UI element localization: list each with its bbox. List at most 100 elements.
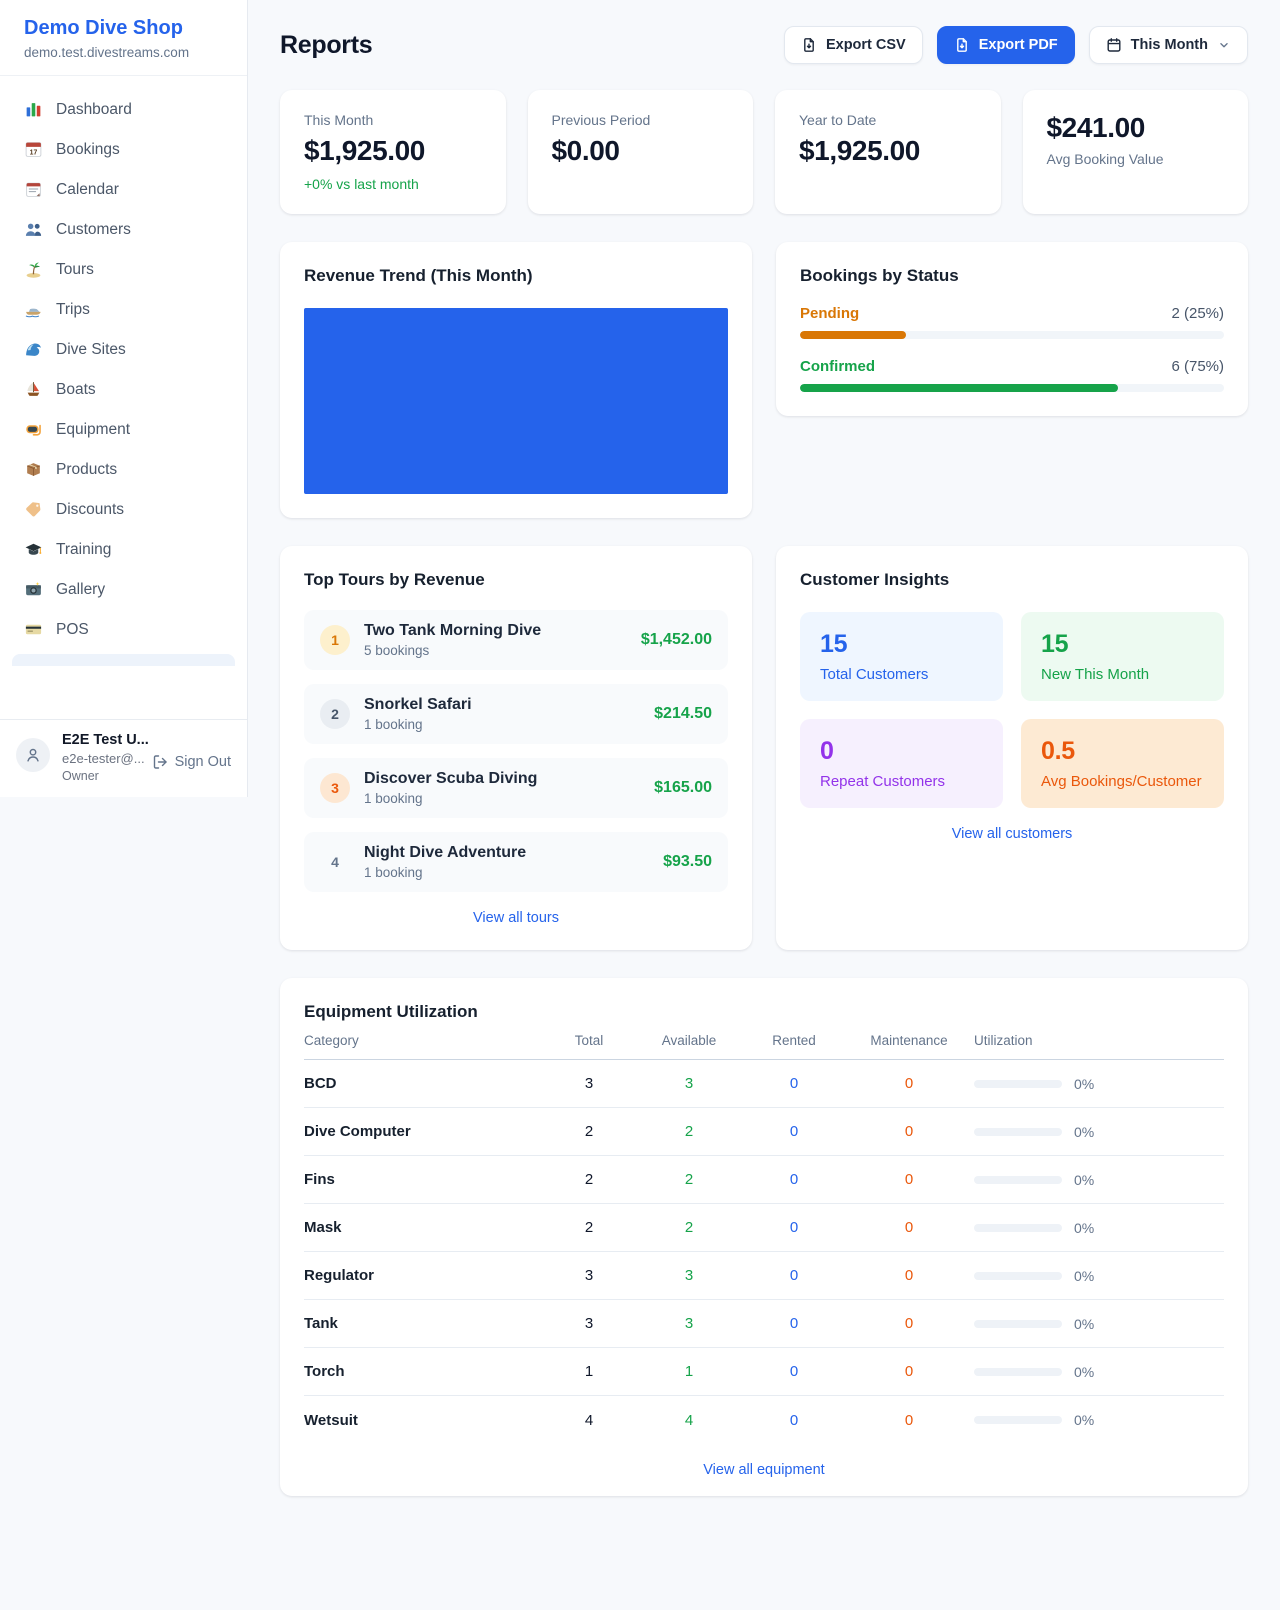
sidebar-item-tours[interactable]: Tours bbox=[12, 251, 235, 288]
chevron-down-icon bbox=[1217, 38, 1231, 52]
sidebar-item-equipment[interactable]: Equipment bbox=[12, 411, 235, 448]
equipment-table: Category Total Available Rented Maintenance U… bbox=[304, 1022, 1224, 1444]
tour-name: Discover Scuba Diving bbox=[364, 770, 538, 787]
brand-name[interactable]: Demo Dive Shop bbox=[24, 17, 183, 39]
sidebar-item-label: Tours bbox=[56, 260, 94, 278]
equipment-maintenance: 0 bbox=[904, 1315, 914, 1332]
sidebar-item-pos[interactable]: POS bbox=[12, 611, 235, 648]
sidebar-item-trips[interactable]: Trips bbox=[12, 291, 235, 328]
stat-card: Previous Period $0.00 bbox=[527, 90, 753, 214]
equipment-row: Wetsuit 4 4 0 0 0% bbox=[304, 1396, 1224, 1444]
tour-list: 1 Two Tank Morning Dive 5 bookings $1,452.0… bbox=[304, 610, 728, 892]
view-all-equipment-link[interactable]: View all equipment bbox=[703, 1462, 825, 1478]
tour-bookings-count: 1 booking bbox=[364, 717, 423, 732]
equipment-column-header: Total bbox=[574, 1033, 604, 1048]
stat-card: This Month $1,925.00 +0% vs last month bbox=[280, 90, 506, 214]
insight-tile: 0.5 Avg Bookings/Customer bbox=[1021, 719, 1224, 808]
equipment-column-header: Available bbox=[661, 1033, 717, 1048]
sidebar-item-gallery[interactable]: Gallery bbox=[12, 571, 235, 608]
calendar-icon bbox=[24, 180, 43, 199]
export-csv-button[interactable]: Export CSV bbox=[783, 26, 923, 64]
bookings-by-status-title: Bookings by Status bbox=[800, 266, 959, 285]
tour-row: 4 Night Dive Adventure 1 booking $93.50 bbox=[304, 832, 728, 892]
equipment-rented: 0 bbox=[789, 1363, 799, 1380]
sidebar-item-calendar[interactable]: Calendar bbox=[12, 171, 235, 208]
export-pdf-button[interactable]: Export PDF bbox=[936, 26, 1075, 64]
sidebar-item-discounts[interactable]: Discounts bbox=[12, 491, 235, 528]
equipment-row: Torch 1 1 0 0 0% bbox=[304, 1348, 1224, 1396]
view-all-customers-link[interactable]: View all customers bbox=[951, 826, 1073, 842]
sidebar-item-dive-sites[interactable]: Dive Sites bbox=[12, 331, 235, 368]
equipment-utilization: 0% bbox=[974, 1268, 1224, 1284]
customer-insights-title: Customer Insights bbox=[800, 570, 950, 589]
sidebar-item-dashboard[interactable]: Dashboard bbox=[12, 91, 235, 128]
equipment-total: 1 bbox=[584, 1363, 594, 1380]
pos-icon bbox=[24, 620, 43, 639]
user-meta: E2E Test U... e2e-tester@... Owner bbox=[62, 732, 149, 783]
equipment-row: Fins 2 2 0 0 0% bbox=[304, 1156, 1224, 1204]
tour-info: Night Dive Adventure 1 booking bbox=[364, 844, 649, 880]
equipment-table-header: Category Total Available Rented Maintenance U… bbox=[304, 1022, 1224, 1060]
tour-bookings-count: 5 bookings bbox=[364, 643, 430, 658]
sidebar-item-label: Gallery bbox=[56, 580, 106, 598]
tour-rank-badge: 1 bbox=[320, 625, 350, 655]
sidebar-item-bookings[interactable]: 17 Bookings bbox=[12, 131, 235, 168]
utilization-track bbox=[974, 1175, 1062, 1184]
equipment-row: Regulator 3 3 0 0 0% bbox=[304, 1252, 1224, 1300]
utilization-track bbox=[974, 1416, 1062, 1424]
equipment-maintenance: 0 bbox=[904, 1411, 914, 1429]
insights-row: Top Tours by Revenue 1 Two Tank Morning D… bbox=[280, 546, 1248, 950]
equipment-available: 4 bbox=[684, 1411, 694, 1429]
sidebar-item-label: Bookings bbox=[56, 140, 120, 158]
sidebar: Demo Dive Shop demo.test.divestreams.com… bbox=[0, 0, 248, 797]
equipment-available: 3 bbox=[684, 1267, 694, 1284]
equipment-row: Tank 3 3 0 0 0% bbox=[304, 1300, 1224, 1348]
status-row-confirmed: Confirmed 6 (75%) bbox=[800, 358, 1224, 392]
equipment-category: Mask bbox=[304, 1219, 342, 1236]
equipment-total: 3 bbox=[584, 1315, 594, 1332]
sidebar-item-reports-active-partial[interactable] bbox=[12, 654, 235, 666]
top-tours-title: Top Tours by Revenue bbox=[304, 570, 485, 589]
tour-revenue: $93.50 bbox=[663, 853, 712, 870]
view-all-tours-link[interactable]: View all tours bbox=[473, 910, 559, 926]
tour-info: Two Tank Morning Dive 5 bookings bbox=[364, 622, 627, 658]
stat-card: Year to Date $1,925.00 bbox=[775, 90, 1001, 214]
tour-name: Snorkel Safari bbox=[364, 696, 472, 713]
sign-out-button[interactable]: Sign Out bbox=[152, 754, 231, 770]
stat-value: $1,925.00 bbox=[304, 135, 425, 166]
equipment-total: 2 bbox=[584, 1171, 594, 1188]
training-icon bbox=[24, 540, 43, 559]
sidebar-item-customers[interactable]: Customers bbox=[12, 211, 235, 248]
sidebar-item-label: Equipment bbox=[56, 420, 131, 438]
equipment-utilization-title: Equipment Utilization bbox=[304, 1002, 478, 1021]
equipment-category: Dive Computer bbox=[304, 1123, 411, 1140]
equipment-utilization-card: Equipment Utilization Category Total Avail… bbox=[280, 978, 1248, 1496]
equipment-available: 2 bbox=[684, 1219, 694, 1236]
dashboard-icon bbox=[24, 100, 43, 119]
bookings-icon: 17 bbox=[24, 140, 43, 159]
sidebar-item-products[interactable]: Products bbox=[12, 451, 235, 488]
equipment-category: Wetsuit bbox=[304, 1411, 358, 1429]
period-dropdown[interactable]: This Month bbox=[1088, 26, 1248, 64]
equipment-utilization: 0% bbox=[974, 1124, 1224, 1140]
equipment-rented: 0 bbox=[789, 1123, 799, 1140]
sidebar-item-training[interactable]: Training bbox=[12, 531, 235, 568]
insight-value: 15 bbox=[1041, 630, 1069, 658]
file-download-icon bbox=[954, 37, 970, 53]
status-progress-fill bbox=[800, 331, 906, 339]
utilization-percent: 0% bbox=[1074, 1075, 1095, 1092]
top-tours-card: Top Tours by Revenue 1 Two Tank Morning D… bbox=[280, 546, 752, 950]
status-value: 6 (75%) bbox=[1171, 358, 1224, 375]
equipment-row: Mask 2 2 0 0 0% bbox=[304, 1204, 1224, 1252]
svg-text:17: 17 bbox=[30, 150, 38, 157]
equipment-maintenance: 0 bbox=[904, 1363, 914, 1380]
sidebar-item-boats[interactable]: Boats bbox=[12, 371, 235, 408]
insight-tile: 15 New This Month bbox=[1021, 612, 1224, 701]
equipment-column-header: Category bbox=[304, 1033, 359, 1048]
equipment-rented: 0 bbox=[789, 1171, 799, 1188]
equipment-utilization: 0% bbox=[974, 1220, 1224, 1236]
tour-rank-badge: 4 bbox=[331, 854, 339, 870]
stat-value: $0.00 bbox=[551, 135, 620, 166]
tour-row: 2 Snorkel Safari 1 booking $214.50 bbox=[304, 684, 728, 744]
